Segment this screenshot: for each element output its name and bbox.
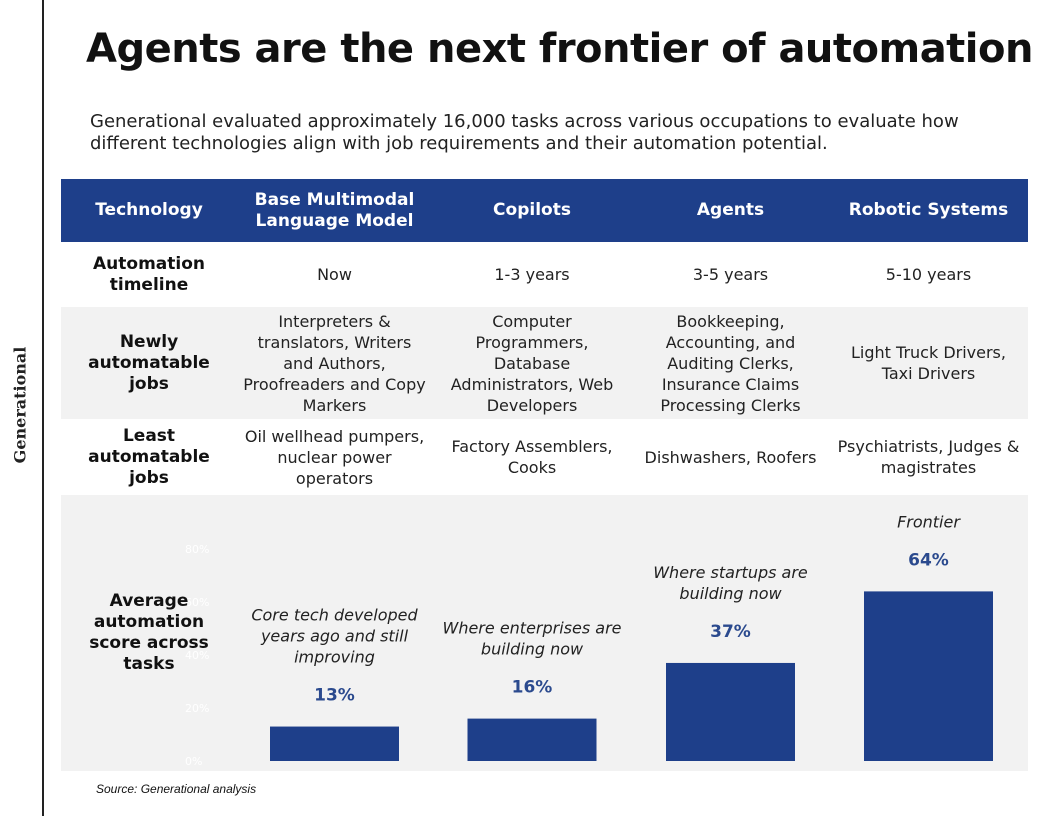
table-cell: Now xyxy=(317,265,352,284)
bar-annotation: Where enterprises are building now xyxy=(443,619,622,659)
value-label: 64% xyxy=(908,550,949,570)
table-row: Automation timeline Now 1-3 years 3-5 ye… xyxy=(61,242,1028,307)
bar-annotation: Core tech developed years ago and still im… xyxy=(251,606,418,667)
table-cell: 3-5 years xyxy=(692,265,769,284)
value-label: 37% xyxy=(710,622,751,642)
bar xyxy=(666,662,795,761)
header-cell: Robotic Systems xyxy=(848,200,1009,220)
bar-annotation: Frontier xyxy=(897,512,961,531)
bar xyxy=(467,718,597,761)
comparison-table: Technology Base Multimodal Language Mode… xyxy=(61,179,1028,771)
bar xyxy=(270,726,399,761)
table-cell: Factory Assemblers, Cooks xyxy=(451,437,613,477)
table-row: Least automatable jobs Oil wellhead pump… xyxy=(61,419,1028,495)
header-cell: Copilots xyxy=(493,200,571,220)
y-tick-label: 40% xyxy=(185,649,209,662)
table-header-row: Technology Base Multimodal Language Mode… xyxy=(61,179,1028,242)
header-cell: Agents xyxy=(696,200,765,220)
automation-score-chart: 0% 20% 40% 60% 80% 13% Core tech developed year… xyxy=(185,512,993,768)
header-cell: Base Multimodal Language Model xyxy=(254,189,415,231)
table-cell: 5-10 years xyxy=(885,265,972,284)
table-cell: Oil wellhead pumpers, nuclear power oper… xyxy=(244,426,425,488)
row-label: Newly automatable jobs xyxy=(88,331,210,394)
page-title: Agents are the next frontier of automati… xyxy=(86,26,1033,72)
side-rule xyxy=(42,0,44,816)
source-note: Source: Generational analysis xyxy=(96,782,257,796)
y-tick-label: 20% xyxy=(185,702,209,715)
row-label: Least automatable jobs xyxy=(88,425,210,488)
y-tick-label: 80% xyxy=(185,543,209,556)
y-tick-label: 60% xyxy=(185,596,209,609)
score-row: Average automation score across tasks 0%… xyxy=(61,495,1028,771)
page-subtitle: Generational evaluated approximately 16,… xyxy=(90,111,959,154)
table-row: Newly automatable jobs Interpreters & tr… xyxy=(61,307,1028,419)
row-label: Automation timeline xyxy=(93,253,205,295)
table-cell: Psychiatrists, Judges & magistrates xyxy=(837,437,1020,477)
bar-annotation: Where startups are building now xyxy=(653,563,808,603)
bar xyxy=(864,591,993,761)
value-label: 13% xyxy=(314,686,355,706)
header-cell: Technology xyxy=(95,200,203,220)
row-label: Average automation score across tasks xyxy=(89,591,209,674)
table-cell: Bookkeeping, Accounting, and Auditing Cl… xyxy=(660,311,801,415)
table-cell: Light Truck Drivers, Taxi Drivers xyxy=(851,343,1006,383)
table-cell: Dishwashers, Roofers xyxy=(644,447,817,467)
value-label: 16% xyxy=(512,678,553,698)
table-cell: Computer Programmers, Database Administr… xyxy=(450,311,614,415)
y-tick-label: 0% xyxy=(185,755,202,768)
table-cell: Interpreters & translators, Writers and … xyxy=(243,311,426,415)
brand-label: Generational xyxy=(10,346,30,464)
table-cell: 1-3 years xyxy=(494,265,570,284)
